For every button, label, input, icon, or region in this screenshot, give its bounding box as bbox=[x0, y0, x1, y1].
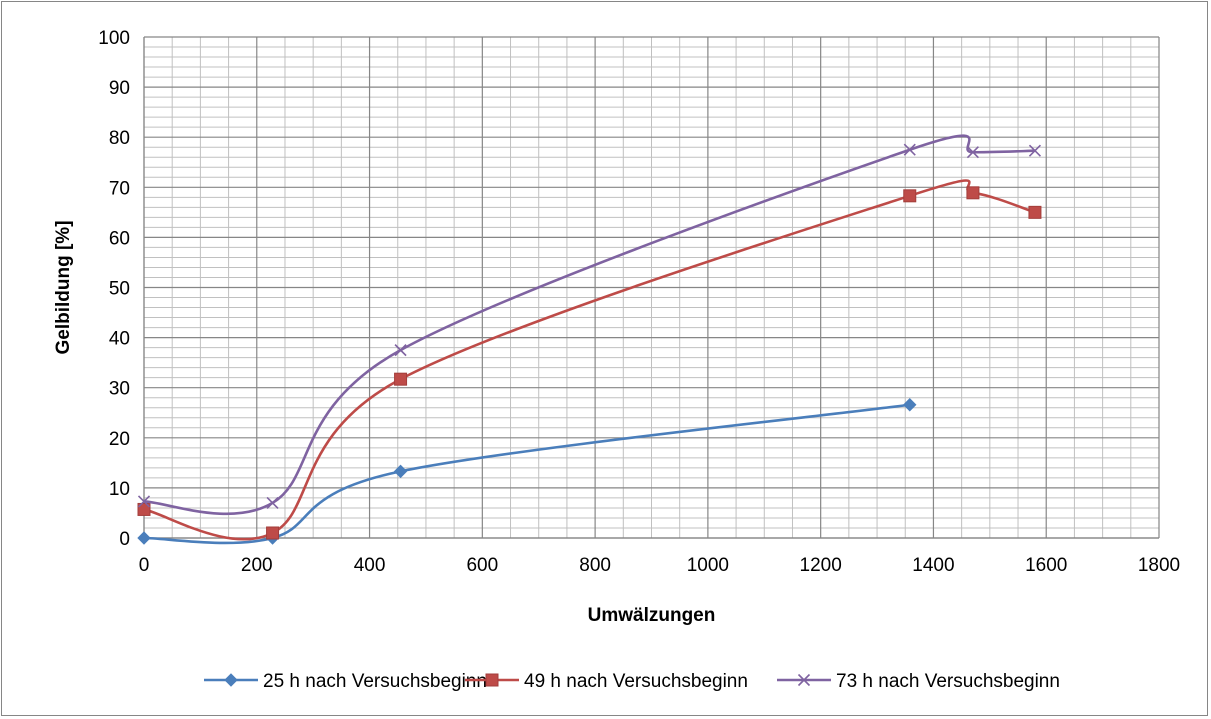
x-tick-label: 400 bbox=[354, 555, 386, 576]
y-tick-label: 20 bbox=[109, 429, 130, 450]
data-point-marker bbox=[137, 502, 151, 516]
y-tick-label: 10 bbox=[109, 479, 130, 500]
series-line bbox=[143, 134, 1035, 516]
series-3 bbox=[137, 134, 1042, 516]
y-tick-label: 80 bbox=[109, 128, 130, 149]
series-2 bbox=[137, 179, 1042, 541]
y-tick-label: 50 bbox=[109, 279, 130, 300]
data-point-marker bbox=[394, 372, 408, 386]
data-point-marker bbox=[266, 526, 280, 540]
data-point-marker bbox=[266, 496, 279, 509]
x-tick-label: 800 bbox=[579, 555, 611, 576]
legend-marker bbox=[797, 673, 811, 687]
x-tick-label: 1600 bbox=[1025, 555, 1067, 576]
y-tick-label: 0 bbox=[119, 529, 130, 550]
data-point-marker bbox=[393, 464, 408, 479]
legend-item: 25 h nach Versuchsbeginn bbox=[204, 671, 487, 692]
y-tick-label: 90 bbox=[109, 78, 130, 99]
gridlines bbox=[139, 36, 1160, 543]
data-point-marker bbox=[137, 531, 151, 545]
y-tick-label: 30 bbox=[109, 379, 130, 400]
series-line bbox=[143, 403, 910, 545]
series-line bbox=[143, 179, 1036, 541]
data-point-marker bbox=[966, 146, 979, 159]
legend: 25 h nach Versuchsbeginn 49 h nach Versuc… bbox=[204, 671, 1060, 692]
series-1 bbox=[137, 398, 917, 545]
legend-marker bbox=[485, 673, 499, 687]
plot-series bbox=[137, 134, 1042, 545]
data-point-marker bbox=[903, 398, 917, 412]
tick-labels: 0 200 400 600 800 1000 1200 1400 1600 1800 0 10 20 30… bbox=[98, 28, 1180, 576]
legend-label: 49 h nach Versuchsbeginn bbox=[524, 671, 748, 692]
y-tick-label: 40 bbox=[109, 329, 130, 350]
x-axis-title: Umwälzungen bbox=[588, 605, 716, 626]
data-point-marker bbox=[1028, 144, 1042, 157]
data-point-marker bbox=[903, 143, 916, 156]
y-tick-label: 70 bbox=[109, 178, 130, 199]
legend-item: 49 h nach Versuchsbeginn bbox=[465, 671, 748, 692]
x-tick-label: 1000 bbox=[687, 555, 729, 576]
x-tick-label: 1800 bbox=[1138, 555, 1180, 576]
x-tick-label: 600 bbox=[466, 555, 498, 576]
data-point-marker bbox=[137, 495, 151, 508]
y-tick-label: 60 bbox=[109, 228, 130, 249]
data-point-marker bbox=[966, 186, 980, 200]
x-tick-label: 200 bbox=[241, 555, 273, 576]
x-tick-label: 1400 bbox=[912, 555, 954, 576]
legend-label: 25 h nach Versuchsbeginn bbox=[263, 671, 487, 692]
legend-item: 73 h nach Versuchsbeginn bbox=[777, 671, 1060, 692]
x-tick-label: 1200 bbox=[800, 555, 842, 576]
data-point-marker bbox=[394, 344, 407, 357]
legend-marker bbox=[224, 673, 238, 687]
y-axis-title: Gelbildung [%] bbox=[53, 220, 74, 354]
x-tick-label: 0 bbox=[139, 555, 150, 576]
data-point-marker bbox=[903, 189, 917, 203]
data-point-marker bbox=[1028, 205, 1042, 219]
y-tick-label: 100 bbox=[98, 28, 130, 49]
legend-label: 73 h nach Versuchsbeginn bbox=[836, 671, 1060, 692]
